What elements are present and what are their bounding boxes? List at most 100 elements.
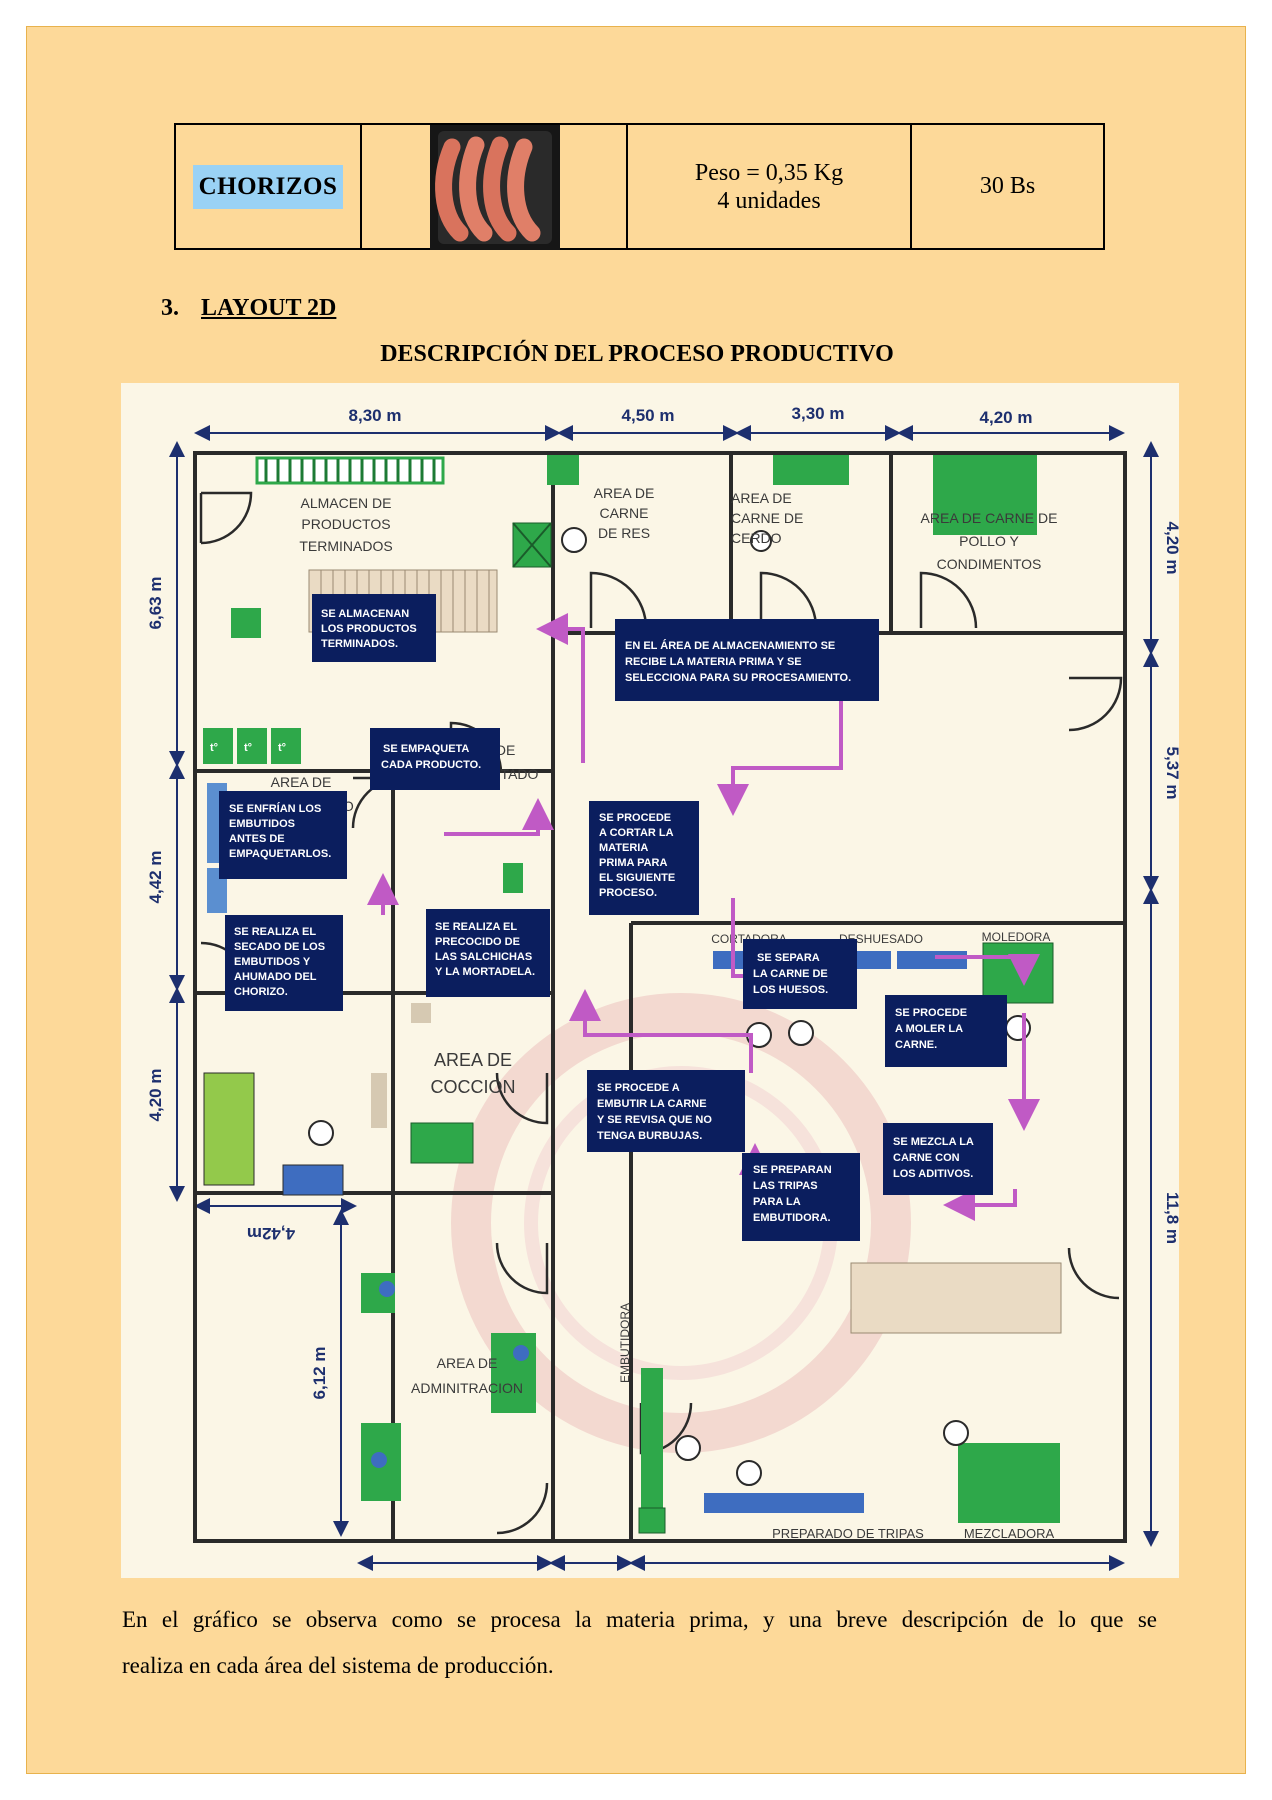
svg-text:PROCESO.: PROCESO.	[599, 887, 657, 899]
svg-text:CADA PRODUCTO.: CADA PRODUCTO.	[381, 759, 481, 771]
area-label: CARNE	[599, 505, 648, 521]
area-label: AREA DE	[434, 1050, 512, 1070]
step-mezcla: SE MEZCLA LA CARNE CON LOS ADITIVOS.	[883, 1123, 993, 1195]
svg-text:EL SIGUIENTE: EL SIGUIENTE	[599, 872, 675, 884]
area-label: POLLO Y	[959, 533, 1019, 549]
svg-text:EMBUTIDOS Y: EMBUTIDOS Y	[234, 956, 311, 968]
dim-left-1: 6,63 m	[146, 577, 165, 630]
svg-text:EMBUTIDOS: EMBUTIDOS	[229, 818, 295, 830]
step-embutir: SE PROCEDE A EMBUTIR LA CARNE Y SE REVIS…	[587, 1070, 745, 1152]
equipment-label: MOLEDORA	[982, 930, 1051, 944]
section-number: 3.	[161, 295, 179, 321]
area-label: ADMINITRACION	[411, 1380, 523, 1396]
svg-text:EMBUTIDORA.: EMBUTIDORA.	[753, 1212, 831, 1224]
caption-line: realiza en cada área del sistema de prod…	[122, 1653, 554, 1678]
dim-top-2: 4,50 m	[622, 406, 675, 425]
step-secado: SE REALIZA EL SECADO DE LOS EMBUTIDOS Y …	[225, 915, 343, 1011]
dim-right-1: 4,20 m	[1163, 522, 1179, 575]
step-almacenan: SE ALMACENAN LOS PRODUCTOS TERMINADOS.	[312, 594, 436, 662]
svg-text:ANTES DE: ANTES DE	[229, 833, 285, 845]
step-enfrian: SE ENFRÍAN LOS EMBUTIDOS ANTES DE EMPAQU…	[219, 791, 347, 879]
svg-text:LAS SALCHICHAS: LAS SALCHICHAS	[435, 951, 532, 963]
section-heading: 3. LAYOUT 2D	[161, 295, 336, 322]
product-price-cell: 30 Bs	[910, 123, 1105, 250]
product-weight-cell: Peso = 0,35 Kg 4 unidades	[626, 123, 912, 250]
svg-text:EMPAQUETARLOS.: EMPAQUETARLOS.	[229, 848, 331, 860]
svg-text:AHUMADO DEL: AHUMADO DEL	[234, 971, 317, 983]
section-subtitle: DESCRIPCIÓN DEL PROCESO PRODUCTIVO	[380, 341, 894, 367]
svg-text:TENGA BURBUJAS.: TENGA BURBUJAS.	[597, 1130, 702, 1142]
freezer-label: t°	[278, 742, 286, 754]
svg-text:CARNE.: CARNE.	[895, 1039, 937, 1051]
svg-text:EN EL ÁREA DE ALMACENAMIENTO S: EN EL ÁREA DE ALMACENAMIENTO SE	[625, 639, 835, 652]
freezer-label: t°	[244, 742, 252, 754]
section-title: LAYOUT 2D	[201, 295, 337, 321]
svg-text:CARNE CON: CARNE CON	[893, 1152, 960, 1164]
area-label: AREA DE	[271, 774, 332, 790]
svg-text:A MOLER LA: A MOLER LA	[895, 1023, 963, 1035]
area-label: ALMACEN DE	[300, 495, 391, 511]
svg-text:SE PROCEDE: SE PROCEDE	[599, 812, 671, 824]
svg-text:SE REALIZA EL: SE REALIZA EL	[234, 926, 316, 938]
equipment-label: EMBUTIDORA	[618, 1303, 632, 1383]
svg-text:EMBUTIR LA CARNE: EMBUTIR LA CARNE	[597, 1098, 707, 1110]
svg-text:Y SE REVISA QUE NO: Y SE REVISA QUE NO	[597, 1114, 712, 1126]
dim-right-2: 5,37 m	[1163, 747, 1179, 800]
floor-plan: 8,30 m 4,50 m 3,30 m 4,20 m 6,63 m 4,42 …	[121, 383, 1179, 1578]
product-image-cell	[360, 123, 628, 250]
product-table: CHORIZOS Peso = 0,35 Kg 4 unidades 30 Bs	[174, 123, 1105, 250]
svg-text:SELECCIONA PARA SU PROCESAMIEN: SELECCIONA PARA SU PROCESAMIENTO.	[625, 672, 851, 684]
equipment-label: PREPARADO DE TRIPAS	[772, 1526, 924, 1541]
document-page: CHORIZOS Peso = 0,35 Kg 4 unidades 30 Bs	[26, 26, 1246, 1774]
svg-text:SECADO DE LOS: SECADO DE LOS	[234, 941, 325, 953]
dim-top-1: 8,30 m	[349, 406, 402, 425]
svg-text:SE PROCEDE A: SE PROCEDE A	[597, 1082, 680, 1094]
step-moler: SE PROCEDE A MOLER LA CARNE.	[885, 995, 1007, 1067]
svg-text:SE MEZCLA LA: SE MEZCLA LA	[893, 1136, 974, 1148]
svg-text:MATERIA: MATERIA	[599, 842, 648, 854]
step-precocido: SE REALIZA EL PRECOCIDO DE LAS SALCHICHA…	[426, 909, 550, 997]
svg-text:A CORTAR LA: A CORTAR LA	[599, 827, 674, 839]
dim-mid-left: 4,42m	[247, 1224, 295, 1243]
product-name: CHORIZOS	[192, 164, 344, 209]
svg-text:SE PROCEDE: SE PROCEDE	[895, 1007, 967, 1019]
area-label: PRODUCTOS	[301, 516, 390, 532]
dim-right-3: 11,8 m	[1163, 1192, 1179, 1244]
freezer-label: t°	[210, 742, 218, 754]
product-weight: Peso = 0,35 Kg	[694, 159, 844, 186]
area-label: AREA DE	[594, 485, 655, 501]
svg-text:LOS PRODUCTOS: LOS PRODUCTOS	[321, 623, 417, 635]
svg-text:PARA LA: PARA LA	[753, 1196, 801, 1208]
svg-text:SE REALIZA EL: SE REALIZA EL	[435, 921, 517, 933]
area-label: AREA DE CARNE DE	[921, 510, 1058, 526]
chorizo-photo	[430, 125, 560, 250]
area-label: AREA DE	[731, 490, 792, 506]
dim-top-4: 4,20 m	[980, 408, 1033, 427]
svg-text:LOS HUESOS.: LOS HUESOS.	[753, 984, 828, 996]
svg-text:CHORIZO.: CHORIZO.	[234, 986, 288, 998]
area-label: TERMINADOS	[299, 538, 392, 554]
equipment-label: DESHUESADO	[839, 932, 923, 946]
product-price: 30 Bs	[979, 173, 1036, 199]
step-recibe: EN EL ÁREA DE ALMACENAMIENTO SE RECIBE L…	[615, 619, 879, 701]
dim-left-4: 6,12 m	[310, 1347, 329, 1400]
caption-line: En el gráfico se observa como se procesa…	[122, 1607, 1157, 1632]
area-label: CERDO	[731, 530, 782, 546]
dim-left-3: 4,20 m	[146, 1069, 165, 1122]
step-tripas: SE PREPARAN LAS TRIPAS PARA LA EMBUTIDOR…	[742, 1153, 860, 1241]
dim-top-3: 3,30 m	[792, 404, 845, 423]
table-row: CHORIZOS Peso = 0,35 Kg 4 unidades 30 Bs	[174, 123, 1105, 250]
area-label: DE RES	[598, 525, 650, 541]
svg-text:SE ALMACENAN: SE ALMACENAN	[321, 608, 409, 620]
equipment-label: MEZCLADORA	[964, 1526, 1055, 1541]
svg-text:LAS TRIPAS: LAS TRIPAS	[753, 1180, 818, 1192]
area-label: AREA DE	[437, 1355, 498, 1371]
area-label: COCCION	[431, 1077, 516, 1097]
svg-text:SE PREPARAN: SE PREPARAN	[753, 1164, 832, 1176]
product-units: 4 unidades	[717, 187, 821, 214]
svg-text:Y LA MORTADELA.: Y LA MORTADELA.	[435, 966, 535, 978]
step-cortar: SE PROCEDE A CORTAR LA MATERIA PRIMA PAR…	[589, 801, 699, 915]
dim-left-2: 4,42 m	[146, 851, 165, 904]
caption-paragraph: En el gráfico se observa como se procesa…	[122, 1597, 1157, 1689]
svg-text:PRIMA PARA: PRIMA PARA	[599, 857, 668, 869]
